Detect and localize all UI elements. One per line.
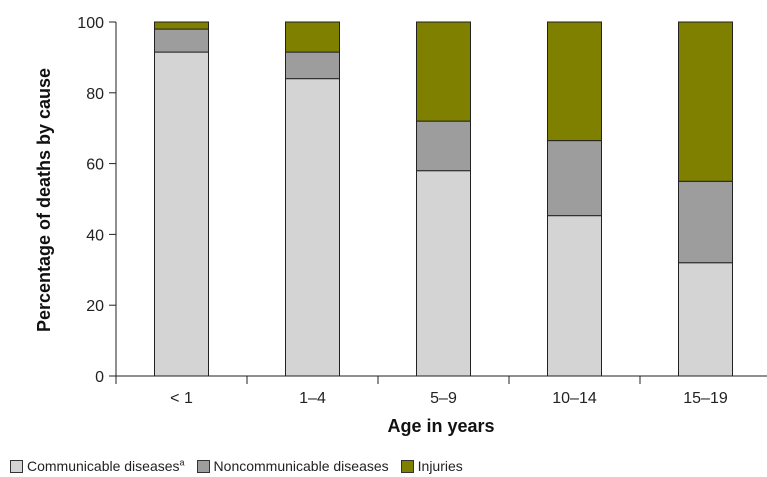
x-tick-label: 10–14 (552, 390, 597, 407)
legend-swatch-communicable (10, 459, 23, 473)
legend-swatch-noncommunicable (196, 459, 210, 473)
x-tick-label: 1–4 (299, 390, 326, 407)
y-tick-label: 80 (86, 86, 104, 103)
bar-segment-injuries (547, 21, 602, 142)
bar-segment-communicable (416, 170, 471, 377)
x-tick-label: 5–9 (430, 390, 457, 407)
x-tick-label: < 1 (170, 390, 193, 407)
y-tick-label: 0 (95, 369, 104, 386)
x-axis: < 1 1–4 5–9 10–14 15–19 (115, 375, 767, 407)
x-tick-label: 15–19 (683, 390, 728, 407)
x-axis-title: Age in years (387, 416, 494, 436)
bar-segment-injuries (678, 21, 733, 182)
legend-label-injuries: Injuries (417, 458, 463, 474)
bar-segment-communicable (678, 262, 733, 377)
legend-item-communicable: Communicable diseasesa (10, 458, 185, 474)
bar-segment-injuries (154, 21, 209, 30)
y-tick-label: 60 (86, 157, 104, 174)
y-axis-title: Percentage of deaths by cause (34, 68, 54, 332)
bar-segment-injuries (285, 21, 340, 53)
legend-label-noncommunicable: Noncommunicable diseases (213, 458, 389, 474)
bar-segment-communicable (285, 78, 340, 377)
y-tick-label: 20 (86, 298, 104, 315)
bar-segment-noncommunicable (547, 140, 602, 217)
legend-swatch-injuries (400, 459, 414, 473)
y-tick-label: 40 (86, 227, 104, 244)
bar-segment-communicable (547, 215, 602, 377)
legend-item-injuries: Injuries (400, 458, 463, 474)
legend-label-communicable: Communicable diseasesa (27, 457, 185, 474)
bar-segment-noncommunicable (154, 28, 209, 53)
y-axis: 0 20 40 60 80 100 (77, 15, 117, 386)
bars (154, 21, 733, 377)
y-tick-label: 100 (77, 15, 104, 32)
bar-segment-noncommunicable (678, 180, 733, 264)
bar-segment-communicable (154, 51, 209, 377)
bar-segment-injuries (416, 21, 471, 122)
bar-segment-noncommunicable (416, 120, 471, 172)
legend-item-noncommunicable: Noncommunicable diseases (196, 458, 389, 474)
bar-segment-noncommunicable (285, 51, 340, 80)
legend: Communicable diseasesa Noncommunicable d… (10, 458, 475, 474)
